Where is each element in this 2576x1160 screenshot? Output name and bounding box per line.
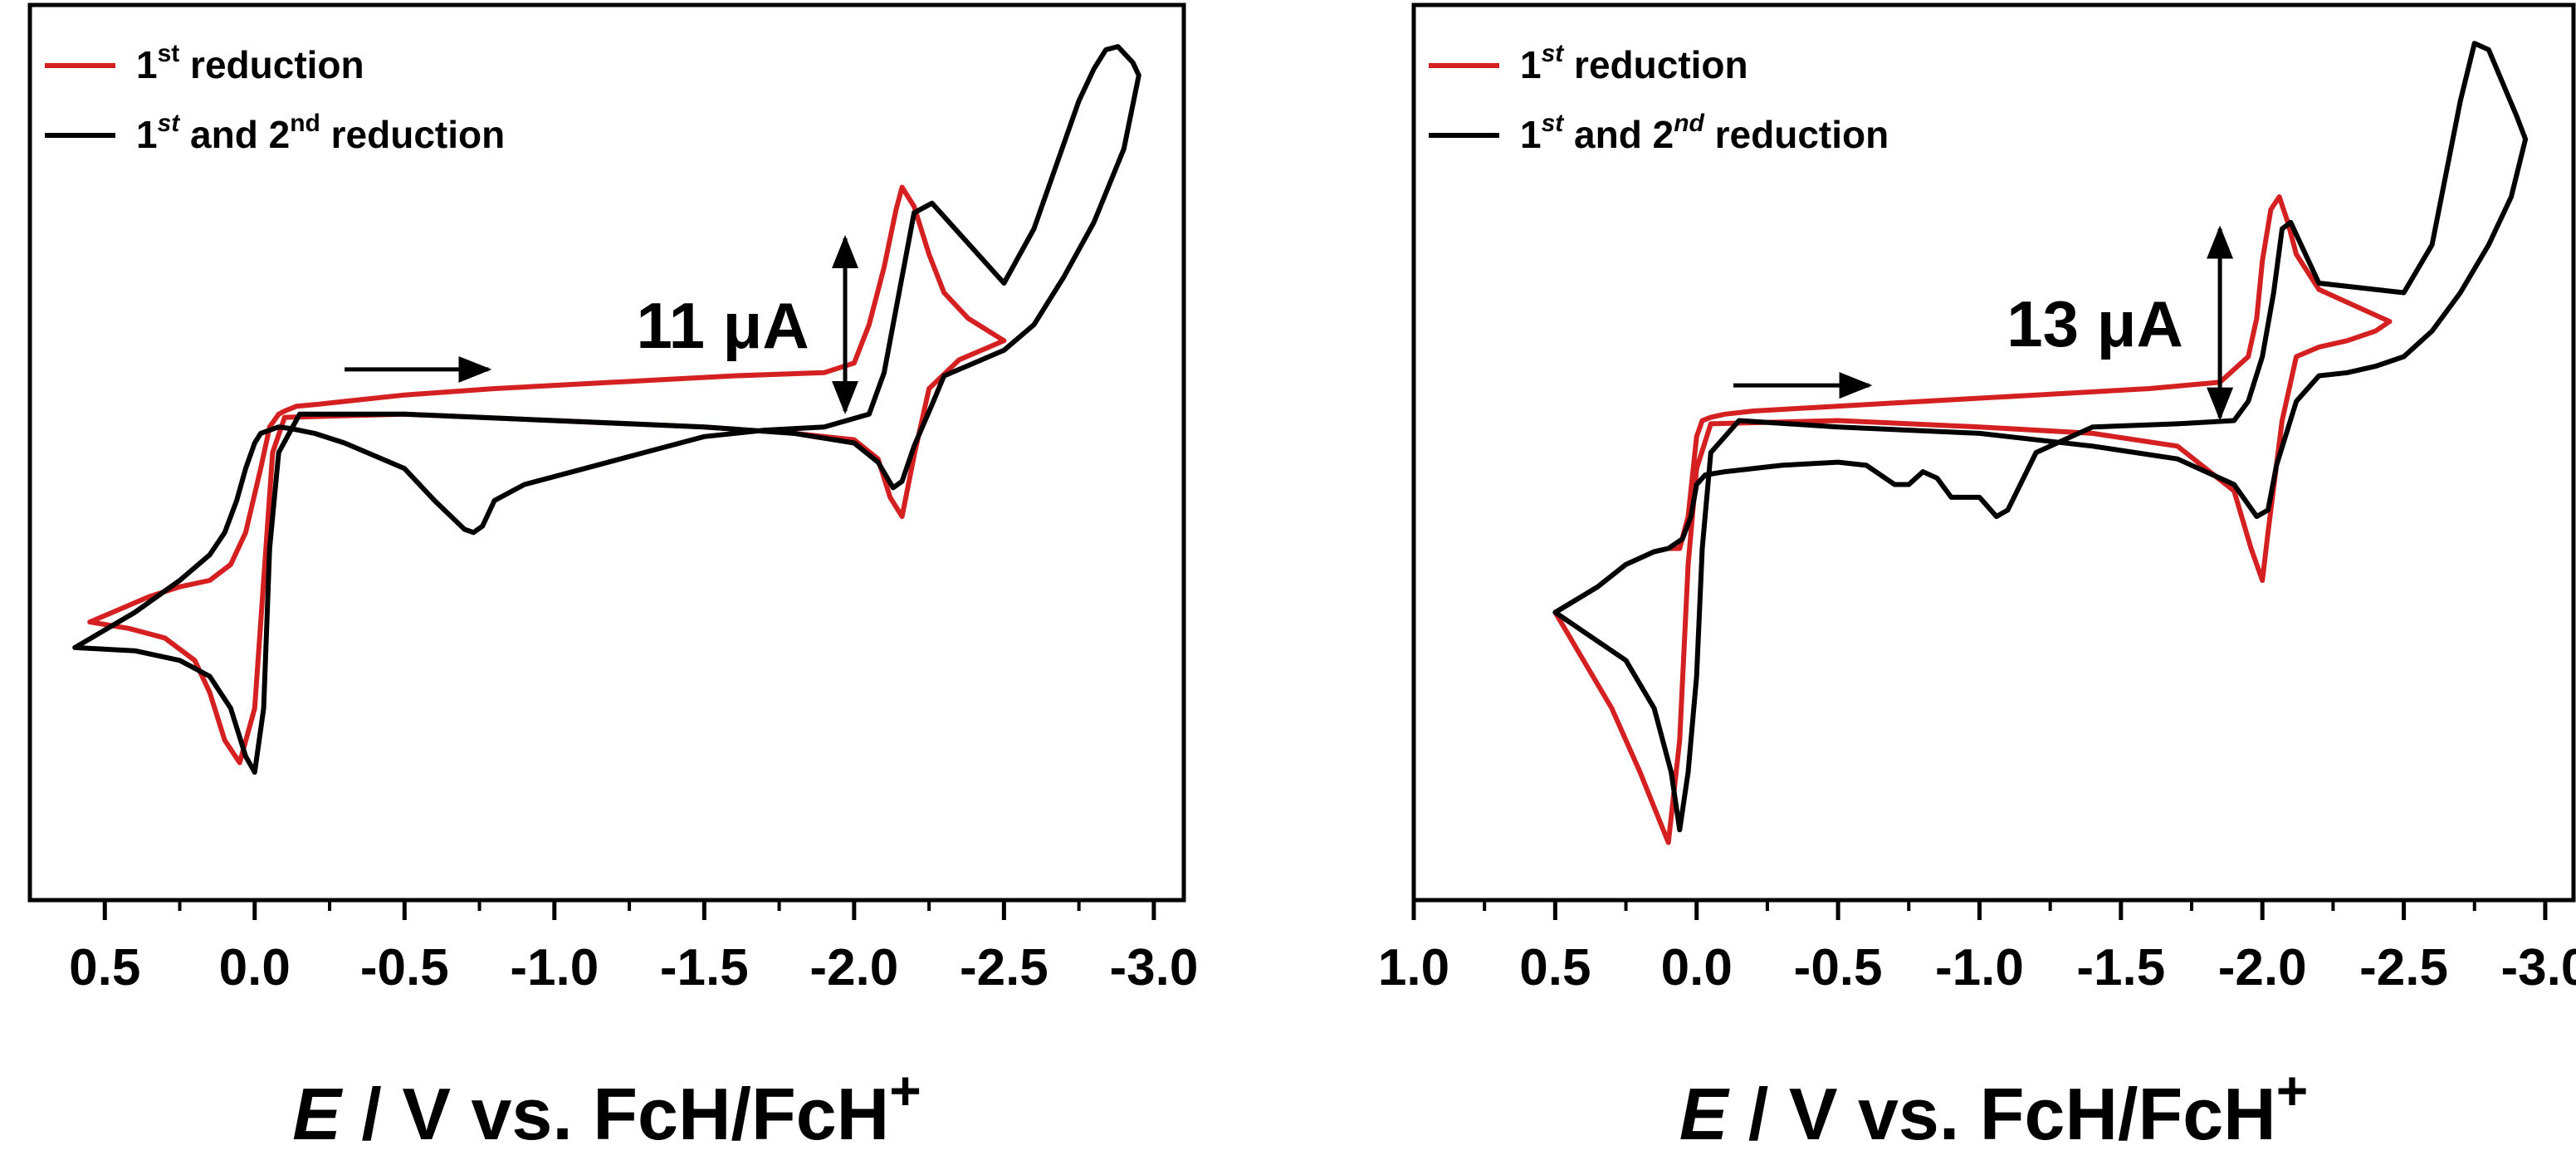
series-first-and-second-reduction-line	[72, 44, 1141, 775]
x-tick-label: -1.0	[1935, 939, 2024, 996]
x-tick-label: 1.0	[1378, 939, 1449, 996]
series-first-reduction-line	[1552, 194, 2393, 845]
x-tick-label: -3.0	[1109, 939, 1198, 996]
scale-bar-label: 11 μA	[637, 289, 809, 362]
plot-frame	[1411, 2, 2576, 903]
x-tick-label: -2.5	[960, 939, 1048, 996]
plot-frame	[27, 2, 1186, 903]
x-tick-label: 0.5	[69, 939, 140, 996]
scale-bar-label: 13 μA	[2007, 287, 2183, 360]
series-first-and-second-reduction-line	[1552, 41, 2529, 833]
x-axis-title: E / V vs. FcH/FcH+	[292, 1060, 921, 1155]
legend-entry: 1st and 2nd reduction	[1520, 110, 1889, 156]
legend-entry: 1st reduction	[136, 40, 364, 86]
right-cv-chart: 1.0 0.5 0.0 -0.5 -1.0 -1.5 -2.0 -2.5 -3.0 E / V v…	[1378, 2, 2576, 1155]
legend-entry: 1st reduction	[1520, 40, 1748, 86]
x-tick-label: 0.0	[219, 939, 291, 996]
x-axis-title: E / V vs. FcH/FcH+	[1679, 1060, 2308, 1155]
x-tick-label: -0.5	[1794, 939, 1883, 996]
x-tick-label: -2.5	[2359, 939, 2448, 996]
x-tick-label: 0.5	[1519, 939, 1591, 996]
left-cv-chart: 0.5 0.0 -0.5 -1.0 -1.5 -2.0 -2.5 -3.0 E / V vs. …	[27, 2, 1198, 1155]
x-tick-label: -3.0	[2501, 939, 2576, 996]
legend-entry: 1st and 2nd reduction	[136, 110, 505, 156]
x-tick-label: -1.5	[2076, 939, 2165, 996]
x-tick-label: -0.5	[360, 939, 449, 996]
x-tick-label: -2.0	[809, 939, 898, 996]
x-tick-label: -2.0	[2218, 939, 2307, 996]
x-tick-label: -1.5	[660, 939, 749, 996]
x-tick-label: 0.0	[1661, 939, 1733, 996]
series-first-reduction-line	[87, 184, 1007, 766]
x-tick-label: -1.0	[510, 939, 599, 996]
